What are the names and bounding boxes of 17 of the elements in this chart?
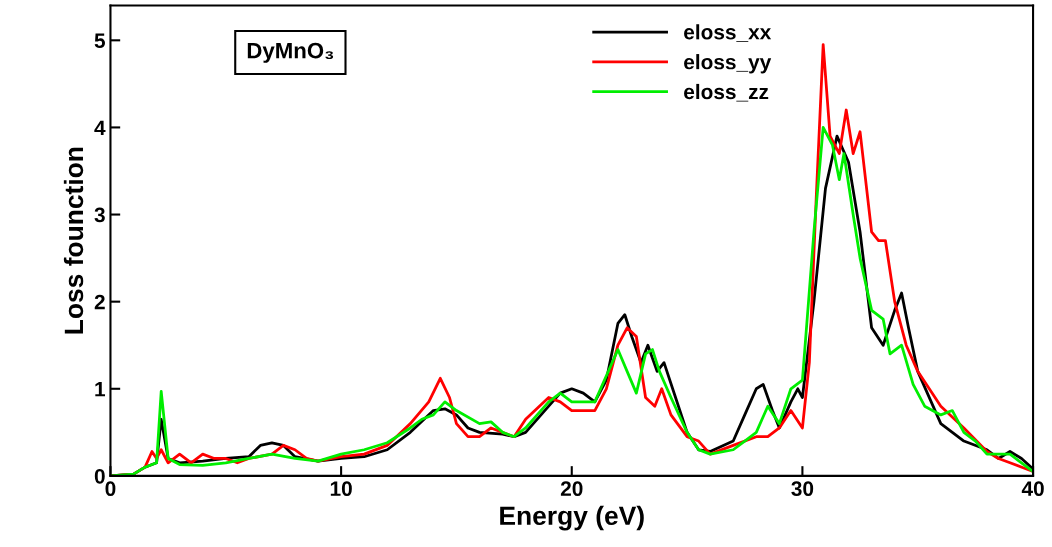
y-tick-label: 5 xyxy=(94,33,106,49)
legend-label: eloss_yy xyxy=(684,54,772,74)
y-tick-label: 3 xyxy=(94,207,105,223)
x-tick-label: 10 xyxy=(330,481,352,497)
y-axis-title: Loss founction xyxy=(63,147,84,334)
x-tick-label: 30 xyxy=(791,481,814,497)
x-tick-label: 20 xyxy=(560,481,583,497)
y-tick-label: 0 xyxy=(94,468,105,484)
legend-label: eloss_xx xyxy=(684,24,772,42)
y-tick-label: 4 xyxy=(94,120,106,135)
x-tick-label: 40 xyxy=(1021,481,1044,497)
legend-label: eloss_zz xyxy=(684,83,769,102)
x-tick-label: 0 xyxy=(105,481,116,497)
y-tick-label: 1 xyxy=(95,381,106,397)
y-tick-label: 2 xyxy=(94,294,105,310)
x-axis-title: Energy (eV) xyxy=(500,505,644,531)
annotation: DyMnO₃ xyxy=(247,42,334,63)
